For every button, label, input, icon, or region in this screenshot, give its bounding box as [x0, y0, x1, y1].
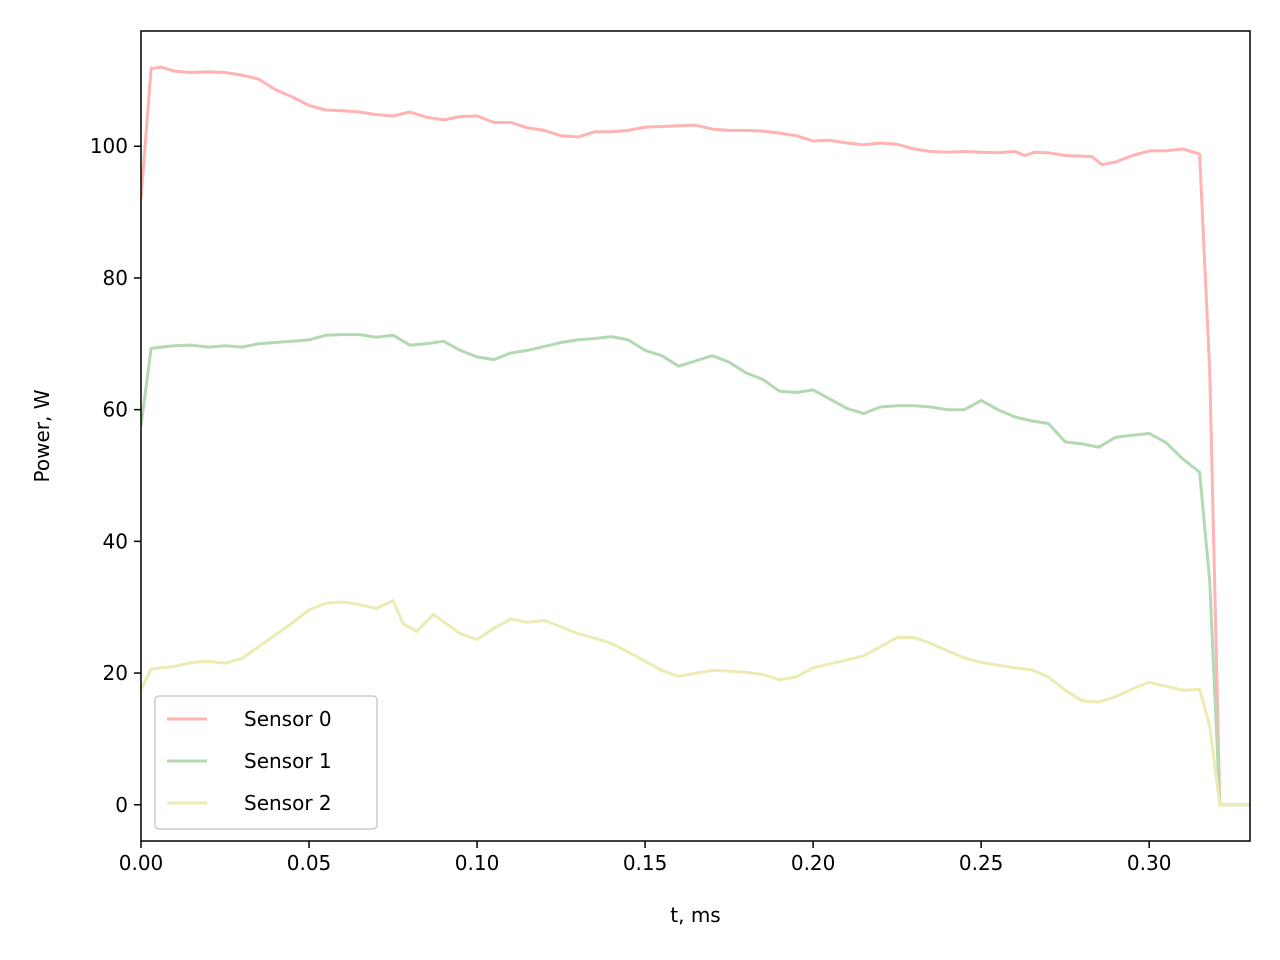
plot-frame: [140, 30, 1251, 842]
y-tick-label: 80: [103, 266, 128, 290]
x-axis-label: t, ms: [670, 903, 720, 927]
y-tick-label: 100: [90, 134, 128, 158]
x-tick-label: 0.05: [287, 851, 332, 875]
legend: Sensor 0 Sensor 1 Sensor 2: [154, 695, 378, 830]
series-line-sensor-0: [141, 65, 1250, 807]
series-line-sensor-1: [141, 333, 1250, 807]
y-tick-label: 40: [103, 529, 128, 553]
y-tick-label: 20: [103, 661, 128, 685]
x-tick-label: 0.10: [455, 851, 500, 875]
series-layer: [141, 65, 1250, 807]
legend-label: Sensor 1: [244, 749, 332, 773]
x-tick-label: 0.00: [119, 851, 164, 875]
y-axis: 0 20 40 60 80 100: [90, 134, 141, 817]
x-tick-label: 0.15: [623, 851, 668, 875]
legend-label: Sensor 2: [244, 791, 332, 815]
legend-label: Sensor 0: [244, 707, 332, 731]
legend-box: [154, 695, 378, 830]
x-axis: 0.00 0.05 0.10 0.15 0.20 0.25 0.30: [119, 841, 1172, 875]
y-tick-label: 60: [103, 398, 128, 422]
y-axis-label: Power, W: [30, 389, 54, 482]
x-tick-label: 0.30: [1127, 851, 1172, 875]
x-tick-label: 0.25: [959, 851, 1004, 875]
series-line-sensor-2: [141, 599, 1250, 807]
x-tick-label: 0.20: [791, 851, 836, 875]
y-tick-label: 0: [115, 793, 128, 817]
